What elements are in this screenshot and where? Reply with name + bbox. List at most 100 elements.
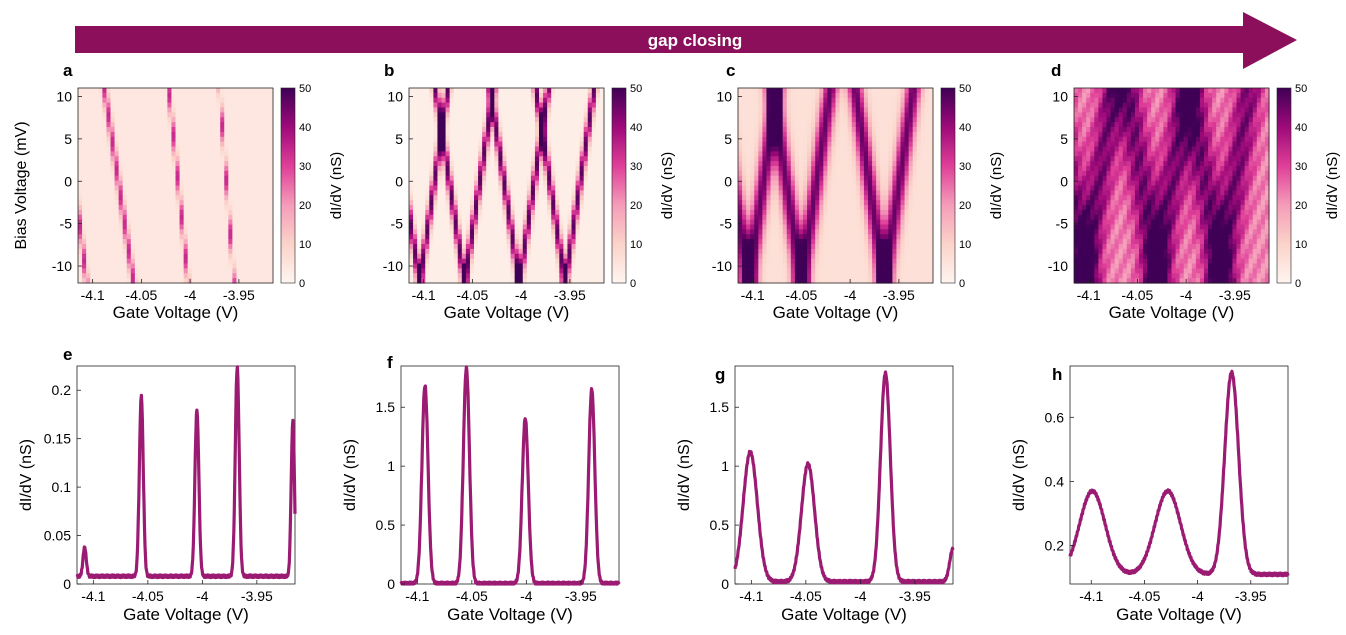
heatmap-cell [474,273,479,279]
heatmap-cell [563,258,569,265]
heatmap-cell [928,175,934,182]
heatmap-cell [260,239,266,245]
heatmap-cell [425,278,430,284]
heatmap-cell [183,136,189,143]
heatmap-cell [453,273,459,279]
heatmap-cell [563,117,569,123]
heatmap-cell [526,131,532,138]
heatmap-cell [880,136,885,143]
heatmap-cell [102,136,108,143]
heatmap-cell [859,175,865,182]
heatmap-cell [134,102,140,109]
heatmap-cell [102,146,108,152]
colorbar-tick-label: 30 [299,161,311,173]
heatmap-cell [244,97,250,104]
heatmap-cell [486,175,491,182]
heatmap-cell [530,263,536,269]
heatmap-cell [94,107,99,113]
heatmap-cell [543,253,548,260]
heatmap-cell [421,224,426,230]
heatmap-cell [502,166,508,172]
heatmap-cell [742,107,747,113]
heatmap-cell [126,200,132,206]
heatmap-cell [449,239,455,245]
heatmap-cell [579,166,585,172]
heatmap-cell [425,88,430,94]
heatmap-cell [599,273,605,279]
heatmap-cell [94,151,99,157]
heatmap-cell [228,229,233,235]
heatmap-cell [130,102,136,109]
heatmap-cell [248,88,254,94]
heatmap-cell [122,209,128,216]
heatmap-cell [183,263,189,269]
heatmap-cell [147,112,152,118]
heatmap-cell [122,107,128,113]
heatmap-cell [811,122,816,128]
heatmap-cell [563,278,569,284]
heatmap-cell [78,151,83,157]
heatmap-cell [843,180,849,187]
heatmap-cell [171,161,177,167]
heatmap-cell [457,88,463,94]
heatmap-cell [794,92,800,99]
heatmap-cell [94,205,99,211]
heatmap-cell [183,151,189,157]
heatmap-cell [555,127,560,133]
heatmap-cell [252,253,258,260]
heatmap-cell [502,161,508,167]
heatmap-cell [746,141,751,148]
heatmap-cell [510,180,516,187]
heatmap-cell [567,175,573,182]
heatmap-cell [228,248,233,255]
heatmap-cell [900,175,906,182]
heatmap-cell [778,92,784,99]
heatmap-cell [130,117,136,123]
heatmap-cell [224,97,229,104]
heatmap-cell [228,175,233,182]
heatmap-cell [171,127,177,133]
heatmap-cell [425,248,430,255]
heatmap-cell [547,136,552,143]
heatmap-cell [449,200,455,206]
heatmap-cell [900,136,906,143]
heatmap-cell [539,131,544,138]
heatmap-cell [114,175,120,182]
heatmap-cell [175,131,181,138]
heatmap-cell [555,161,560,167]
heatmap-cell [138,88,144,94]
heatmap-cell [900,131,906,138]
heatmap-cell [742,175,747,182]
heatmap-cell [244,219,250,226]
heatmap-cell [240,156,246,162]
heatmap-cell [106,224,112,230]
heatmap-cell [118,131,124,138]
heatmap-cell [851,102,857,109]
heatmap-cell [486,253,491,260]
heatmap-cell [754,107,759,113]
heatmap-cell [155,166,160,172]
heatmap-cell [823,131,828,138]
heatmap-cell [583,268,589,274]
heatmap-cell [163,102,168,109]
heatmap-cell [187,146,193,152]
heatmap-cell [490,127,495,133]
heatmap-cell [811,156,816,162]
heatmap-cell [90,205,95,211]
heatmap-cell [575,156,581,162]
heatmap-cell [482,131,487,138]
heatmap-cell [228,161,233,167]
heatmap-cell [106,239,112,245]
heatmap-cell [514,195,520,201]
heatmap-cell [514,190,520,196]
heatmap-cell [530,244,536,250]
heatmap-cell [264,190,270,196]
heatmap-cell [163,146,168,152]
heatmap-cell [212,234,217,240]
heatmap-cell [244,244,250,250]
heatmap-cell [179,229,185,235]
heatmap-cell [449,151,455,157]
heatmap-cell [449,234,455,240]
heatmap-cell [819,166,824,172]
heatmap-cell [425,141,430,148]
